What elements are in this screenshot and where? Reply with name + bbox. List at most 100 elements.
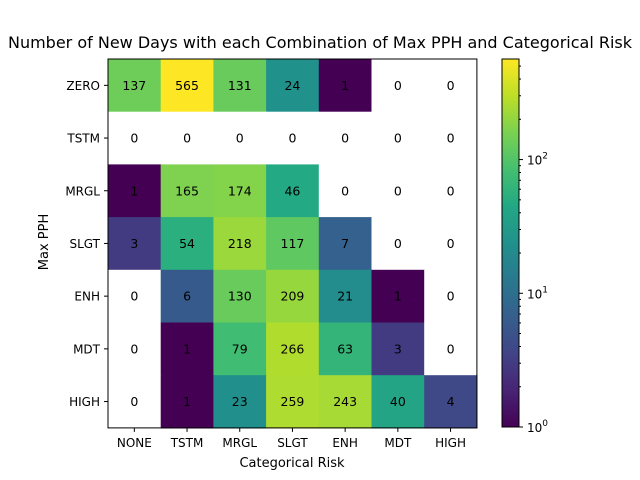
cell-value-label: 130	[228, 289, 252, 304]
heatmap-cell	[108, 322, 162, 376]
heatmap-cell	[108, 59, 162, 113]
x-axis-label: Categorical Risk	[239, 456, 345, 471]
heatmap-cell	[108, 164, 162, 218]
heatmap-cell	[371, 111, 425, 165]
y-axis-label: Max PPH	[37, 214, 52, 270]
cell-value-label: 3	[394, 341, 402, 356]
cell-value-label: 23	[232, 394, 248, 409]
cell-value-label: 0	[447, 289, 455, 304]
x-tick-label: MDT	[384, 436, 412, 450]
cell-value-label: 1	[183, 341, 191, 356]
cell-value-label: 0	[183, 131, 191, 146]
heatmap-cell	[424, 164, 478, 218]
heatmap-cell	[213, 269, 267, 324]
heatmap-cell	[318, 322, 373, 376]
colorbar-frame	[501, 58, 520, 428]
heatmap-cell	[213, 322, 267, 376]
heatmap-cell	[160, 217, 214, 271]
cell-value-label: 131	[228, 78, 252, 93]
cell-value-label: 0	[447, 78, 455, 93]
heatmap-cell	[213, 217, 267, 271]
cell-value-label: 0	[341, 183, 349, 198]
x-tick-label: HIGH	[435, 436, 466, 450]
cell-value-label: 0	[394, 183, 402, 198]
heatmap-cell	[108, 111, 162, 165]
heatmap-cell	[266, 59, 320, 113]
heatmap-cell	[266, 164, 320, 218]
cell-value-label: 63	[337, 341, 353, 356]
cell-value-label: 209	[281, 289, 305, 304]
heatmap-cell	[266, 217, 320, 271]
heatmap-cell	[424, 269, 478, 324]
cell-value-label: 174	[228, 183, 252, 198]
cell-value-label: 117	[281, 236, 305, 251]
heatmap-cell	[424, 59, 478, 113]
cell-value-label: 0	[130, 394, 138, 409]
cell-value-label: 0	[288, 131, 296, 146]
cell-value-label: 46	[284, 183, 300, 198]
cell-value-label: 79	[232, 341, 248, 356]
cell-value-label: 0	[394, 131, 402, 146]
heatmap-cell	[371, 375, 425, 429]
x-tick-label: NONE	[117, 436, 152, 450]
y-tick-label: TSTM	[66, 132, 100, 146]
y-tick-label: ZERO	[66, 79, 100, 93]
heatmap-cell	[108, 375, 162, 429]
colorbar: 100 101 102	[501, 58, 548, 435]
cell-value-label: 565	[175, 78, 199, 93]
heatmap-cell	[318, 59, 373, 113]
y-tick-label: MDT	[73, 342, 101, 356]
cell-value-label: 1	[183, 394, 191, 409]
heatmap-cell	[266, 269, 320, 324]
x-tick-label: MRGL	[222, 436, 257, 450]
cell-value-label: 266	[281, 341, 305, 356]
x-tick-label: ENH	[332, 436, 358, 450]
heatmap-cell	[424, 322, 478, 376]
x-axis-ticks: NONE TSTM MRGL SLGT ENH MDT HIGH	[117, 427, 466, 450]
heatmap-cell	[213, 164, 267, 218]
heatmap-cell	[266, 322, 320, 376]
cell-value-label: 0	[394, 236, 402, 251]
heatmap-cell	[371, 269, 425, 324]
heatmap-cell	[160, 322, 214, 376]
cell-value-label: 24	[284, 78, 300, 93]
cell-value-label: 1	[394, 289, 402, 304]
y-tick-label: ENH	[74, 290, 100, 304]
heatmap-cell	[318, 375, 373, 429]
cell-value-label: 4	[447, 394, 455, 409]
heatmap-cells: 137 565 131 24 1 0 00 0 0 0 0 0 01 165 174 46 0 0 03 54 218 1…	[108, 59, 478, 429]
cell-value-label: 0	[394, 78, 402, 93]
heatmap-cell	[371, 164, 425, 218]
cell-value-label: 0	[447, 236, 455, 251]
cell-value-label: 40	[390, 394, 406, 409]
cell-value-label: 7	[341, 236, 349, 251]
heatmap-cell	[424, 111, 478, 165]
cell-value-label: 0	[447, 183, 455, 198]
heatmap-cell	[213, 111, 267, 165]
colorbar-tick-label: 100	[527, 419, 548, 435]
heatmap-cell	[371, 59, 425, 113]
cell-value-label: 243	[333, 394, 357, 409]
heatmap-cell	[424, 217, 478, 271]
cell-value-label: 0	[447, 131, 455, 146]
colorbar-tick-label: 101	[527, 285, 548, 301]
heatmap-cell	[213, 59, 267, 113]
heatmap-cell	[108, 217, 162, 271]
heatmap-cell	[108, 269, 162, 324]
x-tick-label: TSTM	[170, 436, 204, 450]
cell-value-label: 6	[183, 289, 191, 304]
heatmap-cell	[160, 59, 214, 113]
cell-value-label: 259	[281, 394, 305, 409]
chart-title: Number of New Days with each Combination…	[8, 33, 633, 52]
y-tick-label: HIGH	[69, 395, 100, 409]
heatmap-cell	[160, 164, 214, 218]
cell-value-label: 54	[179, 236, 195, 251]
cell-value-label: 1	[130, 183, 138, 198]
heatmap-cell	[371, 322, 425, 376]
cell-value-label: 21	[337, 289, 353, 304]
heatmap-cell	[266, 111, 320, 165]
heatmap-cell	[371, 217, 425, 271]
heatmap-cell	[318, 111, 373, 165]
cell-value-label: 0	[130, 131, 138, 146]
